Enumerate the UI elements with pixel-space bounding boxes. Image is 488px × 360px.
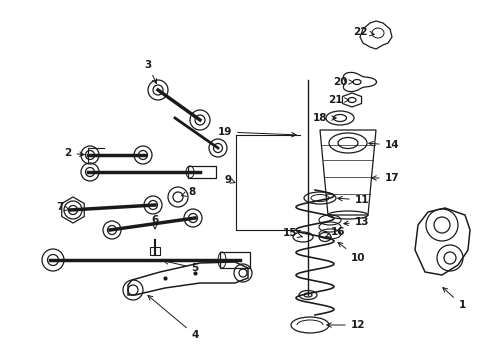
Text: 2: 2	[64, 148, 84, 158]
Bar	[220, 252, 249, 268]
Text: 7: 7	[56, 202, 69, 212]
Text: 14: 14	[368, 140, 399, 150]
Text: 21: 21	[327, 95, 348, 105]
Text: 12: 12	[326, 320, 365, 330]
Text: 9: 9	[224, 175, 235, 185]
Text: 19: 19	[217, 127, 296, 137]
Text: 4: 4	[148, 296, 198, 340]
Text: 15: 15	[282, 228, 302, 238]
Text: 22: 22	[352, 27, 373, 37]
Text: 18: 18	[312, 113, 335, 123]
Bar	[187, 166, 216, 178]
Text: 6: 6	[151, 215, 158, 229]
Text: 13: 13	[343, 217, 368, 227]
Text: 10: 10	[337, 242, 365, 263]
Text: 11: 11	[337, 195, 368, 205]
Text: 17: 17	[371, 173, 399, 183]
Text: 1: 1	[442, 288, 465, 310]
Bar	[150, 247, 160, 255]
Text: 8: 8	[181, 187, 195, 197]
Text: 16: 16	[325, 227, 345, 237]
Text: 3: 3	[144, 60, 156, 84]
Text: 5: 5	[163, 260, 198, 273]
Text: 20: 20	[332, 77, 352, 87]
